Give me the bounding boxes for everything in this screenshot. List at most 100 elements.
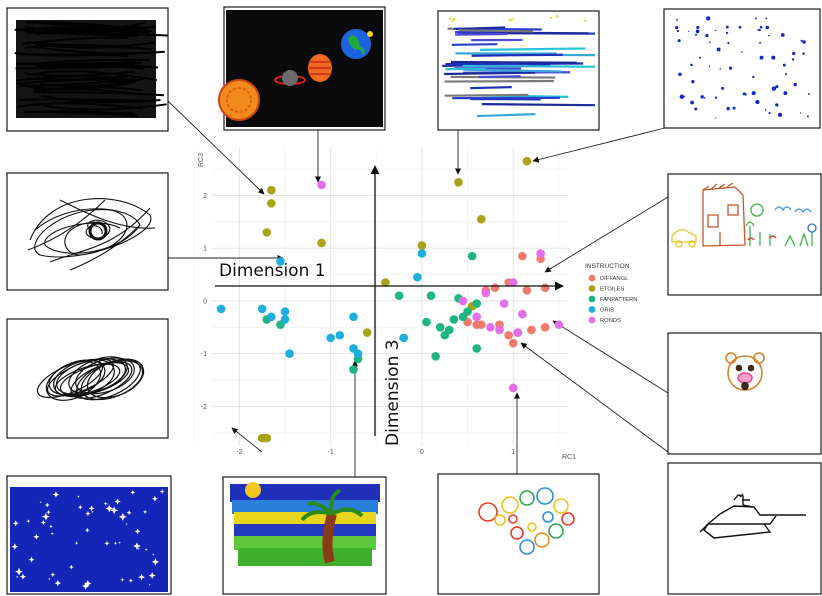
data-point-etoiles — [257, 433, 267, 443]
dimension-1-label: Dimension 1 — [219, 261, 326, 281]
y-tick-label: 2 — [203, 193, 207, 200]
legend-label: FANPATTERN — [600, 297, 637, 303]
data-point-etoiles — [362, 328, 372, 337]
data-point-grib — [349, 312, 358, 322]
thumb-planets — [218, 6, 386, 131]
connector-arrow — [167, 100, 265, 195]
plot-panel: -2 -1 0 1 2 1 0 -1 -2 RC1 RC3 — [193, 148, 576, 461]
data-point-fanpattern — [435, 323, 445, 332]
data-point-diffangl — [504, 330, 513, 340]
thumb-tank — [667, 462, 822, 595]
data-point-etoiles — [267, 185, 276, 195]
black-tangle-drawing — [27, 198, 156, 271]
scatter-points — [216, 156, 564, 443]
thumb-colored-circles — [437, 473, 600, 595]
x-tick-label: -1 — [328, 449, 334, 456]
black-scribble-drawing — [14, 20, 169, 118]
blue-dots-drawing — [675, 16, 810, 119]
data-point-diffangl — [476, 320, 486, 329]
thumb-bear-face — [667, 332, 822, 455]
legend-label: RONDS — [600, 318, 621, 324]
legend: INSTRUCTION DIFFANGL ETOILES FANPATTERN GRI… — [585, 263, 637, 324]
data-point-fanpattern — [349, 365, 358, 374]
data-point-fanpattern — [449, 315, 459, 324]
data-point-ronds — [508, 278, 518, 287]
connector-arrow — [231, 427, 263, 453]
starry-blue-drawing — [11, 489, 165, 590]
x-tick-label: 0 — [420, 449, 424, 456]
legend-key — [588, 274, 596, 282]
tick-labels: -2 -1 0 1 2 1 0 -1 -2 — [201, 193, 516, 456]
data-point-fanpattern — [472, 299, 482, 308]
data-point-etoiles — [262, 228, 272, 237]
thumb-blue-dots — [663, 8, 821, 129]
data-point-ronds — [554, 320, 564, 329]
legend-label: ETOILES — [600, 287, 625, 293]
dimension-3-label: Dimension 3 — [383, 339, 403, 446]
x-tick-label: 1 — [511, 449, 515, 456]
data-point-grib — [326, 333, 335, 343]
data-point-diffangl — [508, 338, 518, 348]
legend-label: DIFFANGL — [600, 276, 629, 282]
data-point-ronds — [495, 325, 504, 335]
x-axis-title: RC1 — [562, 454, 576, 461]
data-point-diffangl — [527, 325, 536, 335]
data-point-etoiles — [522, 156, 532, 166]
data-point-grib — [257, 304, 267, 314]
data-point-grib — [399, 333, 408, 343]
thumb-black-tangle — [6, 172, 169, 291]
data-point-grib — [267, 312, 276, 322]
legend-title: INSTRUCTION — [585, 263, 630, 270]
data-point-ronds — [513, 328, 523, 337]
planets-drawing — [218, 29, 373, 121]
data-point-ronds — [508, 383, 518, 393]
data-point-grib — [280, 307, 290, 316]
data-point-fanpattern — [422, 317, 431, 327]
data-point-ronds — [472, 312, 482, 322]
data-point-etoiles — [267, 199, 276, 208]
blue-lines-drawing — [442, 15, 596, 118]
data-point-ronds — [481, 288, 491, 298]
data-point-diffangl — [490, 283, 500, 293]
data-point-ronds — [536, 249, 545, 258]
data-point-ronds — [499, 299, 509, 308]
colored-circles-drawing — [478, 487, 575, 555]
data-point-grib — [285, 349, 294, 358]
legend-label: GRIB — [600, 308, 614, 314]
data-point-etoiles — [317, 238, 326, 248]
connector-arrow — [520, 342, 669, 453]
thumbnail-connector-arrows — [167, 100, 669, 477]
x-tick-label: -2 — [236, 449, 242, 456]
connector-arrow — [552, 320, 669, 394]
legend-key — [588, 306, 596, 313]
data-point-fanpattern — [467, 251, 477, 261]
thumbnails — [6, 6, 822, 595]
legend-key — [588, 295, 596, 303]
house-garden-drawing — [671, 182, 817, 248]
data-point-etoiles — [454, 177, 463, 187]
legend-key — [588, 285, 596, 292]
legend-key — [588, 316, 596, 324]
data-point-fanpattern — [463, 307, 472, 316]
data-point-fanpattern — [472, 344, 482, 353]
data-point-etoiles — [476, 214, 486, 224]
connector-arrow — [532, 127, 666, 163]
thumb-house-garden — [667, 173, 822, 296]
black-coil-drawing — [36, 356, 145, 401]
data-point-diffangl — [540, 283, 550, 293]
data-point-diffangl — [518, 251, 527, 261]
data-point-diffangl — [522, 286, 532, 295]
data-point-grib — [335, 330, 345, 340]
thumb-black-scribble-fill — [6, 7, 169, 132]
data-point-fanpattern — [394, 291, 404, 300]
y-tick-label: 0 — [203, 298, 207, 305]
data-point-grib — [413, 272, 422, 282]
data-point-grib — [216, 304, 226, 314]
data-point-fanpattern — [431, 352, 440, 361]
grid-lines — [193, 148, 568, 446]
data-point-etoiles — [381, 278, 390, 287]
thumb-palm-landscape — [222, 476, 387, 595]
data-point-grib — [417, 249, 427, 258]
data-point-ronds — [486, 323, 495, 332]
